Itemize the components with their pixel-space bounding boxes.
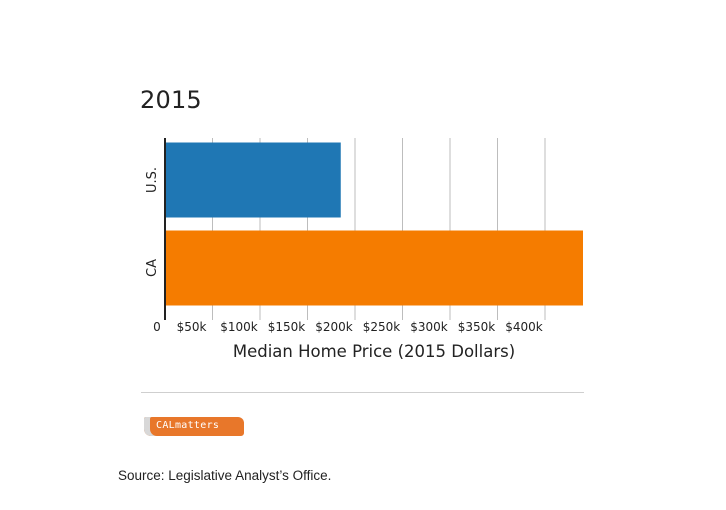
bar-us (165, 142, 341, 218)
x-tick-label: $150k (268, 320, 306, 334)
x-tick-label: $50k (177, 320, 207, 334)
x-tick-label: $350k (458, 320, 496, 334)
x-tick-label: 0 (153, 320, 161, 334)
x-tick-label: $100k (220, 320, 258, 334)
calmatters-logo: CALmatters (144, 417, 244, 436)
category-label: U.S. (145, 167, 160, 193)
category-label: CA (145, 259, 160, 277)
logo-brush-stroke (144, 417, 244, 436)
logo-text: CALmatters (156, 420, 220, 431)
x-tick-label: $400k (505, 320, 543, 334)
bar-ca (165, 230, 583, 306)
x-tick-label: $250k (363, 320, 401, 334)
x-tick-label: $300k (410, 320, 448, 334)
x-tick-label: $200k (315, 320, 353, 334)
chart-title: 2015 (140, 86, 202, 114)
source-note: Source: Legislative Analyst’s Office. (118, 468, 332, 483)
divider (141, 392, 584, 393)
x-axis-title: Median Home Price (2015 Dollars) (233, 342, 515, 361)
bar-chart: U.S. CA 0 $50k $100k $150k $200k $250k $300k $350… (145, 138, 583, 361)
